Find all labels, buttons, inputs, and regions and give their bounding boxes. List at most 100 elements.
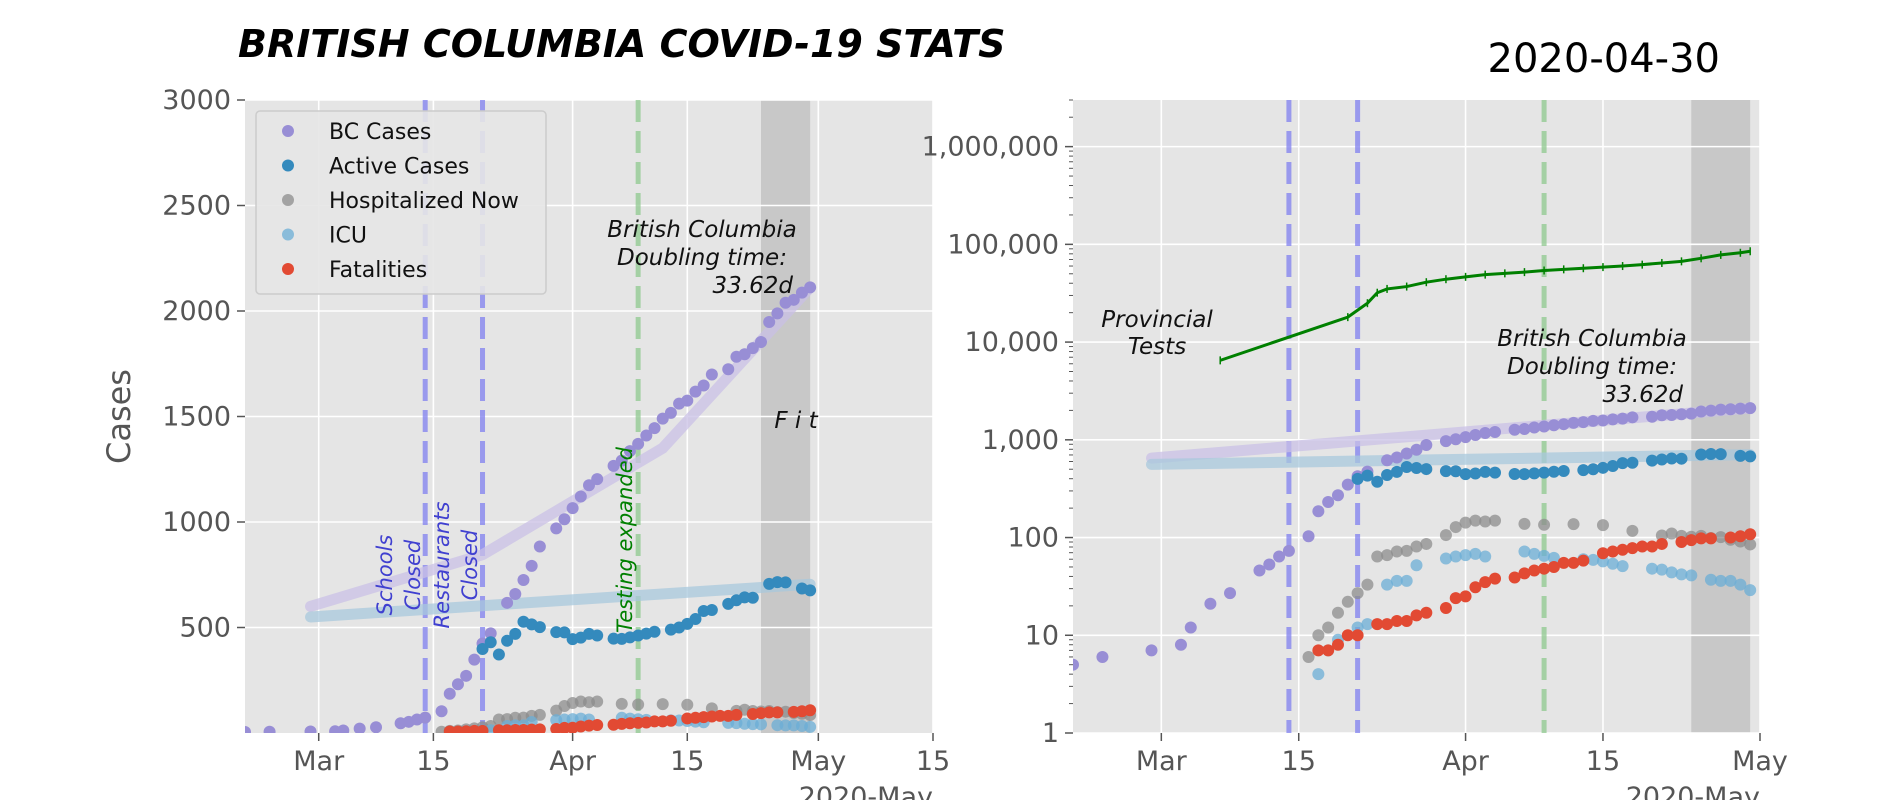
fatalities-point <box>1616 543 1629 556</box>
icu-point <box>1479 550 1492 563</box>
hospitalized-now-point <box>1626 524 1639 537</box>
fatalities-point <box>1371 618 1384 631</box>
bc-cases-point <box>1184 621 1197 634</box>
bc-cases-point <box>245 725 251 733</box>
bc-cases-point <box>1557 418 1570 431</box>
hospitalized-now-point <box>1331 606 1344 619</box>
bc-cases-point <box>787 293 800 306</box>
active-cases-point <box>1557 464 1570 477</box>
bc-cases-point <box>1282 544 1295 557</box>
fatalities-point <box>1557 556 1570 569</box>
panel-linear: 500 1000 1500 2000 2500 3000 Mar 15 Apr 15 May 15 20… <box>100 85 950 800</box>
active-cases-point <box>1675 452 1688 465</box>
active-cases-point <box>1361 469 1374 482</box>
y-tick-label: 2000 <box>162 296 231 327</box>
x-axis-label: 2020-May <box>1626 782 1760 800</box>
x-tick-label: Mar <box>293 746 345 777</box>
bc-cases-point <box>681 394 694 407</box>
active-cases-point <box>1528 467 1541 480</box>
bc-cases-point <box>1538 420 1551 433</box>
x-tick-label: Mar <box>1136 746 1188 777</box>
y-tick-label: 1500 <box>162 402 231 433</box>
icu-point <box>1538 549 1551 562</box>
bc-cases-point <box>419 711 432 724</box>
bc-cases-point <box>460 669 473 682</box>
hospitalized-now-point <box>1341 595 1354 608</box>
fatalities-point <box>591 718 604 731</box>
icu-point <box>1459 549 1472 562</box>
bc-cases-point <box>804 281 817 294</box>
bc-cases-point <box>370 721 383 733</box>
bc-cases-point <box>1459 431 1472 444</box>
bc-cases-point <box>1616 412 1629 425</box>
active-cases-point <box>1439 465 1452 478</box>
bc-cases-point <box>525 559 538 572</box>
icu-point <box>1528 547 1541 560</box>
bc-cases-point <box>1675 408 1688 421</box>
schools-closed-annotation: Closed <box>401 539 425 610</box>
testing-expanded-annotation: Testing expanded <box>613 446 637 633</box>
bc-cases-point <box>1145 644 1158 657</box>
x-tick-label: 15 <box>1282 746 1316 777</box>
icu-point <box>1685 569 1698 582</box>
tests-line <box>1219 249 1751 362</box>
active-cases-point <box>1616 457 1629 470</box>
fatalities-point <box>1508 571 1521 584</box>
legend-entry: ICU <box>329 224 367 249</box>
bc-cases-point <box>738 348 751 361</box>
active-cases-point <box>509 627 522 640</box>
legend-entry: Hospitalized Now <box>329 189 519 214</box>
icu-point <box>1665 566 1678 579</box>
active-cases-point <box>1695 448 1708 461</box>
active-cases-point <box>689 613 702 626</box>
bc-cases-point <box>353 722 366 733</box>
bc-cases-point <box>1744 402 1757 415</box>
bc-cases-point <box>1224 587 1237 600</box>
fatalities-point <box>1626 542 1639 555</box>
fatalities-point <box>1351 629 1364 642</box>
fatalities-point <box>1420 606 1433 619</box>
bc-cases-point <box>763 315 776 328</box>
bc-cases-point <box>1606 413 1619 426</box>
fatalities-point <box>730 708 743 721</box>
hospitalized-now-point <box>1655 529 1668 542</box>
fatalities-point <box>1459 590 1472 603</box>
y-tick-label: 10,000 <box>965 327 1059 358</box>
fatalities-point <box>1655 537 1668 550</box>
bc-cases-point <box>509 587 522 600</box>
panel-log: 1 10 100 1,000 10,000 100,000 1,000,000 Mar 15 Ap… <box>922 99 1788 800</box>
icu-point <box>755 718 767 731</box>
bc-cases-point <box>1273 550 1286 563</box>
y-axis-label: Cases <box>100 369 138 464</box>
hospitalized-now-point <box>1390 545 1403 558</box>
icu-point <box>1381 578 1394 591</box>
doubling-time-annotation: 33.62d <box>713 273 794 299</box>
active-cases-point <box>779 576 792 589</box>
legend-marker <box>282 228 294 241</box>
active-cases-point <box>746 591 759 604</box>
icu-point <box>1547 551 1560 564</box>
bc-cases-point <box>558 513 571 526</box>
y-tick-label: 100 <box>1007 523 1059 554</box>
fatalities-point <box>1449 592 1462 605</box>
hospitalized-now-point <box>1420 537 1433 550</box>
doubling-time-annotation: British Columbia <box>607 217 797 243</box>
bc-cases-point <box>1547 419 1560 432</box>
fatalities-point <box>1577 554 1590 567</box>
x-tick-label: Apr <box>1442 746 1490 777</box>
active-cases-point <box>492 648 505 661</box>
bc-cases-point <box>1685 407 1698 420</box>
active-cases-point <box>1577 464 1590 477</box>
x-tick-label: Apr <box>549 746 597 777</box>
hospitalized-now-point <box>632 698 645 711</box>
hospitalized-now-point <box>615 697 628 710</box>
icu-point <box>1390 574 1403 587</box>
icu-point <box>1724 574 1737 587</box>
bc-cases-point <box>484 627 497 640</box>
bc-cases-point <box>746 342 759 355</box>
bc-cases-point <box>1518 422 1531 435</box>
hospitalized-now-point <box>1371 550 1384 563</box>
active-cases-point <box>1626 456 1639 469</box>
fatalities-point <box>1390 614 1403 627</box>
